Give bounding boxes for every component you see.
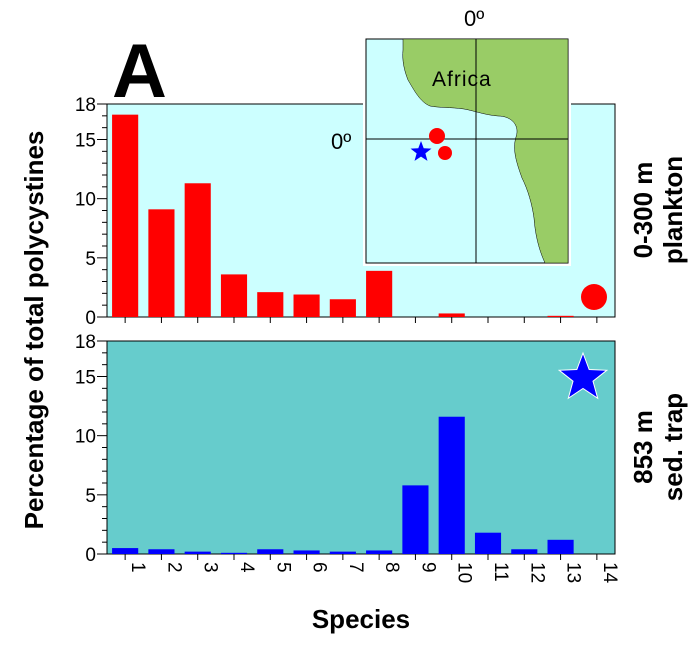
x-tick-label: 14 <box>599 562 620 584</box>
panel-letter: A <box>112 29 167 114</box>
top-bar-species-4 <box>220 274 248 317</box>
africa-label: Africa <box>432 68 492 91</box>
top-y-tick-label: 0 <box>85 308 96 329</box>
bottom-bar-species-6 <box>293 550 320 554</box>
plankton-site-1-icon <box>429 128 445 144</box>
plankton-site-2-icon <box>438 146 452 160</box>
x-tick-label: 1 <box>127 562 148 573</box>
bottom-side-label-depth: 853 m <box>628 410 658 484</box>
top-bar-species-6 <box>293 294 320 317</box>
x-tick-label: 12 <box>526 562 547 583</box>
x-tick-label: 10 <box>454 562 475 583</box>
x-axis-label: Species <box>312 604 410 634</box>
top-side-label-depth: 0-300 m <box>628 162 658 259</box>
bottom-bar-species-3 <box>184 551 211 554</box>
sediment-trap-site-icon <box>410 141 432 161</box>
bottom-bar-species-12 <box>511 549 538 554</box>
bottom-bar-species-4 <box>220 552 248 554</box>
africa-landmass <box>402 38 569 264</box>
bottom-y-tick-label: 15 <box>75 368 96 389</box>
top-side-label-type: plankton <box>658 156 688 264</box>
top-y-tick-label: 15 <box>75 131 96 152</box>
x-tick-label: 2 <box>163 562 184 573</box>
latitude-label: 0º <box>331 129 351 154</box>
bottom-bar-species-8 <box>366 550 393 554</box>
bottom-bar-species-9 <box>402 485 429 554</box>
top-bar-species-10 <box>438 313 465 317</box>
longitude-label: 0º <box>464 6 484 31</box>
top-y-tick-label: 18 <box>75 95 96 116</box>
x-tick-label: 6 <box>309 562 330 573</box>
x-tick-label: 8 <box>381 562 402 573</box>
top-bar-species-13 <box>547 315 574 317</box>
top-bar-species-5 <box>257 292 284 317</box>
bottom-y-tick-label: 0 <box>85 545 96 566</box>
x-tick-label: 9 <box>417 562 438 573</box>
plankton-marker-icon <box>581 284 607 310</box>
y-axis-label: Percentage of total polycystines <box>19 131 49 530</box>
top-panel-bars <box>112 114 574 318</box>
bottom-y-tick-label: 5 <box>85 486 96 507</box>
top-bar-species-3 <box>184 183 211 317</box>
bottom-bar-species-10 <box>438 416 465 554</box>
x-tick-label: 5 <box>272 562 293 573</box>
bottom-bar-species-2 <box>148 549 175 554</box>
bottom-side-label-type: sed. trap <box>658 393 688 501</box>
x-tick-label: 4 <box>236 562 257 573</box>
inset-map: Africa 0º 0º <box>331 6 571 266</box>
top-bar-species-1 <box>112 114 139 318</box>
sediment-trap-marker-icon <box>557 351 609 400</box>
top-y-tick-label: 10 <box>75 190 96 211</box>
top-bar-species-2 <box>148 209 175 317</box>
top-bar-species-8 <box>366 270 393 317</box>
top-bar-species-7 <box>329 299 356 317</box>
x-tick-label: 7 <box>345 562 366 573</box>
x-tick-label: 11 <box>490 562 511 582</box>
x-axis: 1 2 3 4 5 6 7 8 9 10 11 12 13 14 <box>127 562 620 584</box>
top-y-tick-label: 5 <box>85 249 96 270</box>
bottom-bar-species-11 <box>474 532 502 554</box>
x-tick-label: 3 <box>200 562 221 573</box>
bottom-bar-species-5 <box>257 549 284 554</box>
bottom-bar-species-7 <box>329 551 356 554</box>
bottom-bar-species-13 <box>547 539 574 554</box>
top-panel-y-axis: 0 5 10 15 18 <box>75 95 598 329</box>
bottom-panel-background <box>106 340 616 555</box>
x-tick-label: 13 <box>563 562 584 583</box>
bottom-panel-y-axis: 0 5 10 15 18 <box>75 332 598 566</box>
bottom-bar-species-1 <box>112 548 139 554</box>
bottom-y-tick-label: 10 <box>75 427 96 448</box>
bottom-y-tick-label: 18 <box>75 332 96 353</box>
bottom-panel-bars <box>112 416 574 554</box>
